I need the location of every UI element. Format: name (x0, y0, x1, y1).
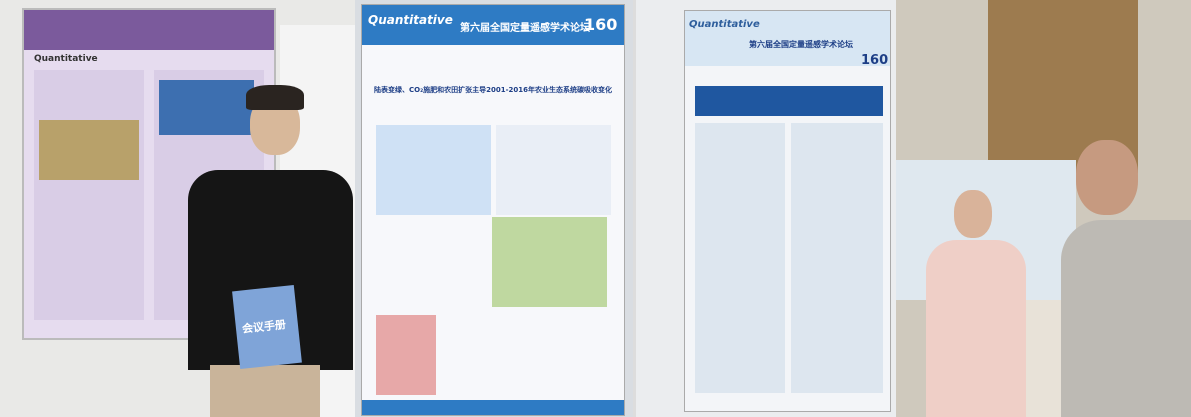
poster-header (362, 5, 624, 45)
poster-footer (362, 400, 624, 415)
person-dress (926, 240, 1026, 417)
booklet-title: 会议手册 (241, 318, 287, 336)
poster: Quantitative 第六届全国定量遥感学术论坛 160 (684, 10, 891, 412)
poster-number: 160 (861, 53, 889, 68)
poster: Quantitative 第六届全国定量遥感学术论坛 160 陆表变绿、CO₂施… (361, 4, 625, 416)
poster-section (496, 125, 611, 215)
poster-section (376, 125, 491, 215)
poster-column (695, 123, 785, 393)
person-head (954, 190, 992, 238)
poster-forum: 第六届全国定量遥感学术论坛 (460, 23, 590, 34)
person-head (1076, 140, 1138, 215)
poster-title-bar (695, 86, 883, 116)
booklet: 会议手册 (232, 284, 302, 370)
poster-number: 160 (584, 15, 618, 34)
poster-header (24, 10, 274, 50)
photo-middle: Quantitative 第六届全国定量遥感学术论坛 160 陆表变绿、CO₂施… (355, 0, 633, 417)
poster-logo: Quantitative (689, 19, 760, 30)
poster-logo: Quantitative (368, 13, 453, 27)
person-hair (246, 85, 304, 110)
poster-logo: Quantitative (34, 54, 98, 64)
poster-header (685, 11, 890, 66)
poster-figure (159, 80, 254, 135)
poster-title: 陆表变绿、CO₂施肥和农田扩张主导2001-2016年农业生态系统碳吸收变化 (373, 86, 613, 94)
poster-figure (39, 120, 139, 180)
photo-left: Quantitative 会议手册 (0, 0, 355, 417)
poster-column (34, 70, 144, 320)
person-shirt (1061, 220, 1191, 417)
poster-forum: 第六届全国定量遥感学术论坛 (749, 40, 853, 49)
photo-right: Quantitative 第六届全国定量遥感学术论坛 160 (636, 0, 1191, 417)
poster-column (791, 123, 883, 393)
person-pants (210, 365, 320, 417)
poster-figure (376, 315, 436, 395)
poster-figure (492, 217, 607, 307)
